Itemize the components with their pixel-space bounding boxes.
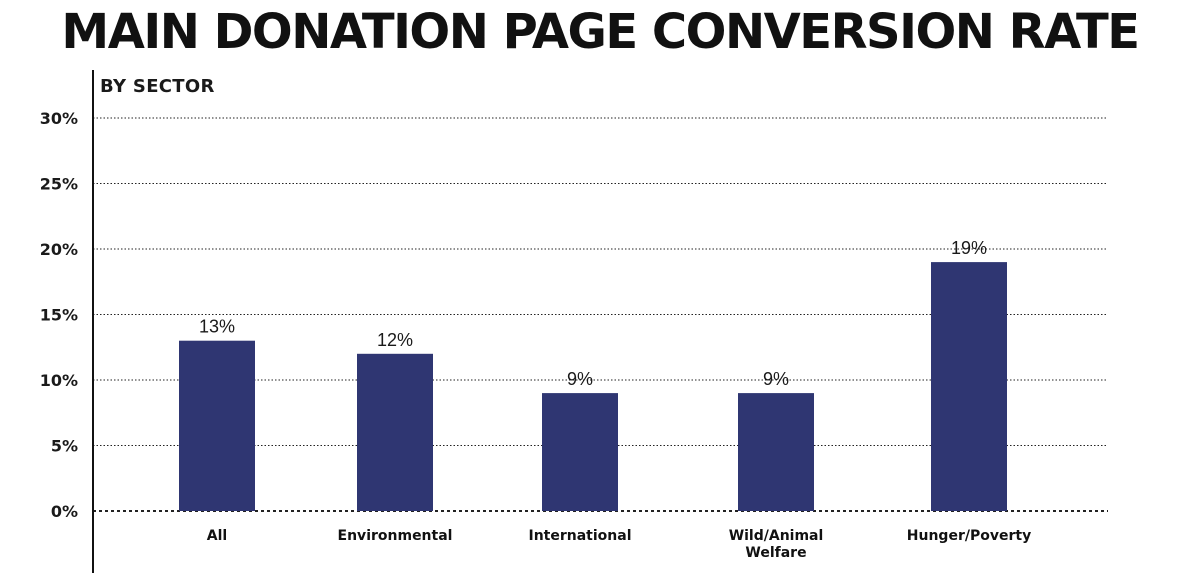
y-tick-label: 30% (40, 109, 78, 128)
y-tick-label: 5% (51, 437, 78, 456)
data-label: 9% (763, 369, 789, 389)
data-label: 19% (951, 238, 987, 258)
data-labels: 13% 12% 9% 9% 19% (199, 238, 987, 389)
y-tick-label: 15% (40, 306, 78, 325)
data-label: 13% (199, 317, 235, 337)
bar (542, 393, 618, 511)
y-tick-label: 25% (40, 175, 78, 194)
y-tick-label: 20% (40, 240, 78, 259)
bar (357, 353, 433, 511)
chart-subtitle: BY SECTOR (100, 76, 215, 97)
y-axis-ticks: 0% 5% 10% 15% 20% 25% 30% (40, 109, 78, 521)
data-label: 9% (567, 369, 593, 389)
x-tick-label: Hunger/Poverty (907, 528, 1031, 544)
x-axis-ticks: All Environmental International Wild/Animal… (207, 528, 1031, 561)
bars (179, 262, 1007, 511)
x-tick-label: Environmental (338, 528, 453, 544)
bar (179, 340, 255, 511)
x-tick-label: All (207, 528, 227, 544)
bar (738, 393, 814, 511)
data-label: 12% (377, 330, 413, 350)
chart-title: MAIN DONATION PAGE CONVERSION RATE (61, 4, 1140, 60)
y-tick-label: 10% (40, 371, 78, 390)
x-tick-label: International (528, 528, 631, 544)
x-tick-label: Wild/Animal Welfare (729, 528, 824, 561)
bar (931, 262, 1007, 511)
y-tick-label: 0% (51, 502, 78, 521)
